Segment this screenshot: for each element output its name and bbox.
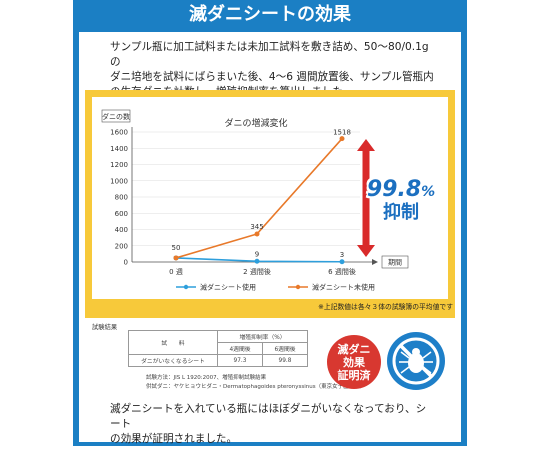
y-tick-label: 200 bbox=[115, 242, 128, 250]
data-label: 50 bbox=[172, 244, 181, 252]
table-cell-6w: 99.8 bbox=[262, 354, 308, 367]
x-tick-label: 0 週 bbox=[169, 267, 183, 276]
badge-line-2: 効果 bbox=[343, 356, 365, 369]
y-tick-label: 0 bbox=[124, 259, 128, 267]
chart-container: ダニの数ダニの増減変化 0 200 400 600 800 1000 1200 1400 1600… bbox=[92, 97, 448, 299]
y-tick-label: 1200 bbox=[110, 161, 128, 169]
table-subheader-4w: 4週間後 bbox=[217, 342, 263, 355]
badge-line-1: 滅ダニ bbox=[337, 343, 371, 356]
x-axis-label: 期間 bbox=[388, 259, 402, 267]
y-tick-label: 1400 bbox=[110, 145, 128, 153]
y-tick-label: 1000 bbox=[110, 177, 128, 185]
data-label: 345 bbox=[250, 223, 263, 231]
suppression-arrow bbox=[357, 139, 375, 257]
page-title: 滅ダニシートの効果 bbox=[189, 4, 351, 25]
table-cell-sample: ダニがいなくなるシート bbox=[128, 354, 218, 367]
proven-badge: 滅ダニ 効果 証明済 bbox=[327, 335, 381, 389]
x-tick-label: 6 週間後 bbox=[328, 267, 356, 276]
table-row: ダニがいなくなるシート 97.3 99.8 bbox=[128, 354, 308, 367]
series-line-2 bbox=[175, 138, 343, 259]
test-method: 試験方法：JIS L 1920:2007、増殖抑制試験結果 bbox=[146, 375, 267, 381]
data-point bbox=[254, 231, 260, 237]
y-tick-label: 1600 bbox=[110, 129, 128, 137]
intro-line-1: サンプル瓶に加工試料または未加工試料を敷き詰め、50〜80/0.1g の bbox=[110, 41, 429, 68]
table-row: 試 料 増殖抑制率（%） bbox=[128, 330, 308, 355]
suppression-label: 抑制 bbox=[383, 202, 419, 223]
x-axis-arrow bbox=[372, 259, 378, 265]
table-subheader-6w: 6週間後 bbox=[262, 342, 308, 355]
outro-line-1: 滅ダニシートを入れている瓶にはほぼダニがいなくなっており、シート bbox=[110, 403, 427, 430]
data-point bbox=[173, 255, 179, 261]
outro-line-2: の効果が証明されました。 bbox=[110, 433, 238, 445]
chart-note: ※上記数値は各々３体の試験簿の平均値です bbox=[318, 303, 453, 311]
y-tick-label: 600 bbox=[115, 210, 128, 218]
legend-label-1: 滅ダニシート使用 bbox=[200, 283, 256, 292]
legend-label-2: 滅ダニシート未使用 bbox=[312, 283, 375, 292]
data-label: 9 bbox=[255, 250, 259, 258]
table-cell-4w: 97.3 bbox=[217, 354, 263, 367]
y-tick-label: 800 bbox=[115, 194, 128, 202]
data-point bbox=[339, 259, 345, 265]
badge-line-3: 証明済 bbox=[337, 369, 371, 382]
data-point bbox=[254, 258, 260, 264]
y-tick-label: 400 bbox=[115, 226, 128, 234]
no-mite-icon bbox=[387, 332, 445, 390]
suppression-callout: 99.8% 抑制 bbox=[366, 177, 436, 224]
intro-line-2: ダニ培地を試料にばらまいた後、4〜6 週間放置後、サンプル管瓶内 bbox=[110, 71, 434, 83]
test-mite: 供試ダニ：ヤケヒョウヒダニ・Dermatophagoides pteronyss… bbox=[146, 384, 366, 390]
table-header-rate: 増殖抑制率（%） bbox=[217, 330, 308, 343]
chart-title: ダニの増減変化 bbox=[224, 117, 287, 129]
conclusion-text: 滅ダニシートを入れている瓶にはほぼダニがいなくなっており、シート の効果が証明さ… bbox=[110, 402, 430, 447]
data-point bbox=[339, 136, 345, 142]
y-axis-label: ダニの数 bbox=[102, 112, 130, 121]
legend-marker-2 bbox=[295, 284, 301, 290]
table-header-sample: 試 料 bbox=[128, 330, 218, 355]
legend-marker-1 bbox=[183, 284, 189, 290]
x-tick-label: 2 週間後 bbox=[243, 267, 271, 276]
suppression-unit: % bbox=[421, 184, 436, 200]
suppression-value: 99.8 bbox=[366, 177, 422, 202]
ylabel-box bbox=[101, 109, 131, 123]
results-table: 試 料 増殖抑制率（%） 4週間後 6週間後 ダニがいなくなるシート 97.3 … bbox=[128, 330, 308, 367]
results-label: 試験結果 bbox=[92, 324, 118, 331]
data-label: 3 bbox=[340, 251, 344, 259]
data-label: 1518 bbox=[333, 129, 351, 137]
xlabel-box bbox=[381, 255, 409, 269]
